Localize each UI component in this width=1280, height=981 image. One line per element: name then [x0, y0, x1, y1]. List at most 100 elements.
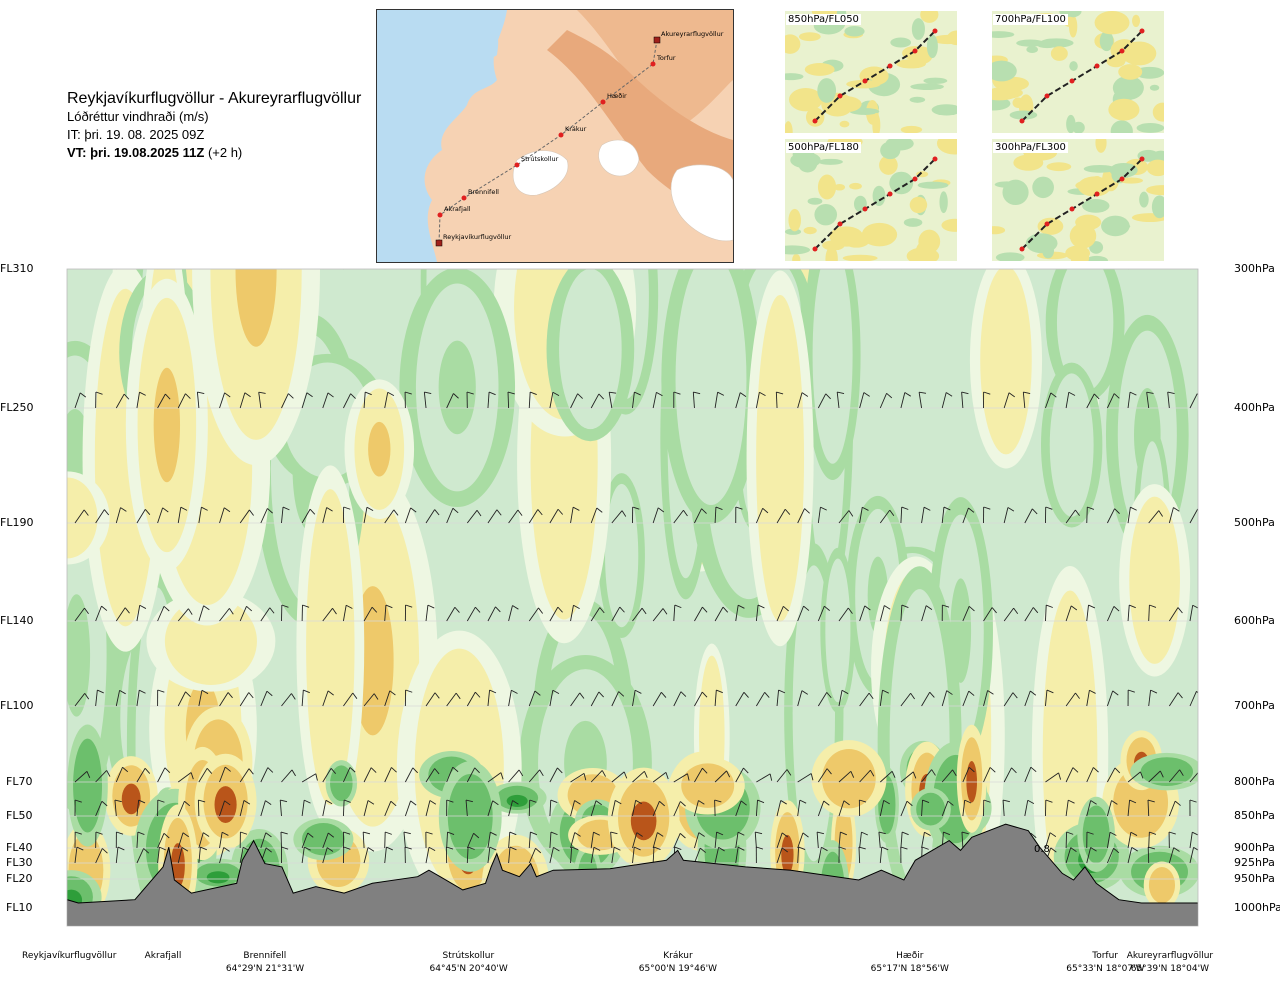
wind-barb	[487, 689, 497, 707]
wind-barb	[425, 846, 436, 864]
wind-barb	[507, 391, 515, 409]
wind-barb	[508, 605, 519, 622]
wind-barb	[487, 846, 497, 864]
wind-barb	[549, 767, 563, 783]
wind-barb	[404, 604, 413, 622]
wind-barb	[384, 800, 397, 817]
wind-barb	[632, 846, 641, 864]
wind-barb	[1004, 269, 1005, 270]
wind-barb	[425, 604, 435, 622]
mini-field-contour	[900, 125, 923, 133]
plot-frame	[66, 268, 1199, 927]
wind-barb	[136, 831, 145, 849]
wind-barb	[1065, 847, 1077, 864]
mini-field-contour	[817, 174, 837, 200]
wind-barb	[817, 605, 830, 622]
wind-barb	[755, 846, 764, 864]
route-waypoint-label: Akureyrarflugvöllur	[661, 30, 724, 38]
level-label-hpa: 850hPa	[1234, 809, 1275, 822]
wind-barb	[549, 391, 560, 409]
wind-barb	[258, 391, 266, 409]
wind-barb	[962, 605, 975, 622]
level-label-fl: FL100	[0, 699, 34, 712]
field-contour	[1140, 757, 1194, 787]
wind-barb	[1168, 269, 1170, 270]
waypoint-name: Krákur	[663, 951, 693, 961]
route-endpoint	[435, 239, 443, 247]
wind-barb	[487, 269, 488, 270]
wind-barb	[632, 607, 647, 622]
wind-barb	[918, 391, 927, 409]
wind-barb	[74, 607, 89, 622]
route-waypoint-label: Akrafjall	[444, 205, 471, 213]
level-label-fl: FL70	[6, 775, 33, 788]
wind-barb	[652, 269, 654, 270]
wind-barb	[694, 767, 708, 783]
wind-barb	[859, 392, 870, 409]
wind-barb	[322, 768, 337, 783]
wind-barb	[95, 831, 103, 849]
wind-barb	[941, 800, 954, 817]
wind-barb	[136, 391, 146, 409]
mini-field-contour	[804, 63, 835, 76]
wind-barb	[879, 799, 890, 817]
wind-barb	[652, 832, 664, 849]
wind-barb	[755, 507, 769, 524]
mini-route-point	[1069, 78, 1075, 84]
wind-barb	[797, 605, 810, 622]
mini-field-contour	[1050, 46, 1068, 61]
glacier-vatnajokull	[670, 164, 733, 242]
wind-barb	[425, 768, 440, 783]
wind-barb	[1045, 269, 1046, 270]
mini-field-contour	[992, 31, 1015, 38]
wind-barb	[322, 392, 334, 409]
wind-barb	[219, 692, 233, 707]
wind-barb	[364, 269, 365, 270]
field-contour	[206, 871, 230, 884]
mini-field-contour	[1085, 255, 1109, 261]
wind-barb	[95, 800, 108, 817]
field-annotation: 0.8	[1034, 844, 1050, 855]
mini-field-contour	[1109, 162, 1138, 178]
level-label-fl: FL10	[6, 901, 33, 914]
mini-route-point	[1069, 206, 1075, 212]
wind-barb	[343, 692, 358, 707]
field-contour	[170, 843, 185, 888]
wind-barb	[611, 691, 625, 707]
wind-barb	[508, 769, 524, 783]
wind-barb	[446, 606, 460, 622]
wind-barb	[281, 769, 296, 783]
mini-field-contour	[1119, 177, 1143, 184]
wind-barb	[590, 607, 605, 622]
wind-barb	[756, 269, 757, 270]
wind-barb	[343, 767, 356, 783]
wind-barb	[859, 269, 860, 270]
wind-barb	[1065, 799, 1075, 817]
wind-barb	[301, 832, 314, 849]
route-waypoint-label: Strútskollur	[521, 155, 559, 163]
wind-barb	[404, 767, 419, 783]
wind-barb	[466, 846, 475, 864]
field-contour	[67, 477, 98, 559]
wind-barb	[115, 831, 124, 849]
mini-field-contour	[1146, 185, 1164, 196]
level-label-fl: FL40	[6, 841, 33, 854]
wind-barb	[301, 604, 310, 622]
wind-barb	[1045, 392, 1057, 409]
wind-barb	[1148, 604, 1157, 622]
wind-barb	[425, 509, 440, 524]
wind-barb	[590, 770, 606, 783]
wind-barb	[74, 269, 75, 270]
mini-map-700hpa: 700hPa/FL100	[992, 11, 1164, 133]
wind-barb	[1045, 604, 1053, 622]
wind-barb	[590, 831, 600, 849]
wind-barb	[878, 831, 886, 849]
mini-route-line	[1021, 30, 1143, 122]
route-waypoint	[461, 195, 467, 201]
wind-barb	[177, 393, 191, 409]
mini-field-contour	[872, 185, 886, 207]
wind-barb	[1147, 846, 1156, 864]
wind-barb	[508, 269, 509, 270]
wind-barb	[1003, 767, 1017, 783]
